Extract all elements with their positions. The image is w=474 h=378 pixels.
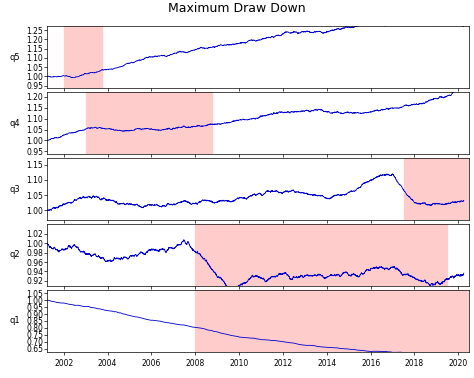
Bar [64, 26, 102, 88]
Y-axis label: q5: q5 [10, 53, 20, 62]
Bar [195, 290, 469, 352]
Text: Maximum Draw Down: Maximum Draw Down [168, 2, 306, 15]
Y-axis label: q3: q3 [10, 184, 21, 194]
Bar [86, 93, 212, 153]
Bar [403, 158, 469, 220]
Bar [195, 225, 447, 285]
Y-axis label: q4: q4 [10, 119, 20, 127]
Y-axis label: q2: q2 [10, 251, 20, 259]
Y-axis label: q1: q1 [10, 316, 20, 325]
